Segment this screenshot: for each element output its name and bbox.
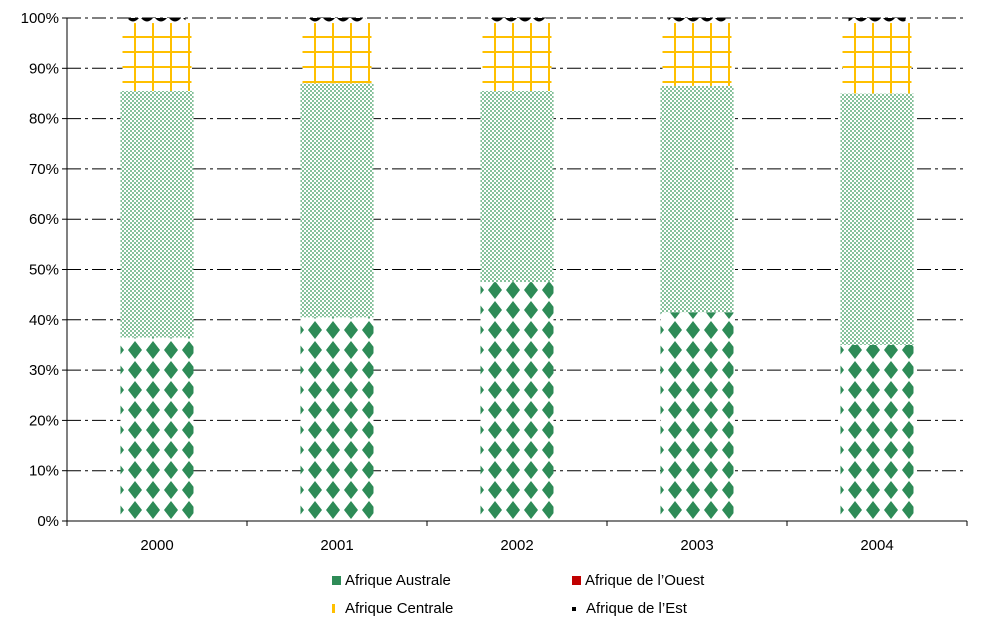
bar-segment-afrique-de-l-ouest-2001 [300, 83, 374, 318]
y-tick-label: 90% [29, 60, 59, 77]
y-tick-label: 100% [21, 10, 59, 27]
bar-segment-afrique-australe-2001 [300, 317, 374, 521]
x-tick-label: 2003 [680, 537, 713, 554]
bar-segment-afrique-australe-2000 [120, 337, 194, 521]
bar-segment-afrique-de-l-ouest-2000 [120, 90, 194, 338]
x-tick-label: 2001 [320, 537, 353, 554]
y-tick-label: 30% [29, 362, 59, 379]
y-tick-label: 0% [37, 513, 59, 530]
x-tick-label: 2002 [500, 537, 533, 554]
bar-segment-afrique-australe-2003 [660, 312, 734, 521]
bar-segment-afrique-de-l-est-2002 [488, 18, 546, 24]
bar-segment-afrique-centrale-2000 [122, 23, 192, 91]
bar-segment-afrique-de-l-ouest-2003 [660, 85, 734, 313]
x-tick-label: 2000 [140, 537, 173, 554]
bar-segment-afrique-australe-2002 [480, 282, 554, 521]
bar-segment-afrique-de-l-est-2004 [848, 18, 906, 24]
bar-segment-afrique-de-l-ouest-2004 [840, 93, 914, 345]
y-tick-label: 40% [29, 312, 59, 329]
bar-segment-afrique-de-l-ouest-2002 [480, 90, 554, 283]
bar-segment-afrique-centrale-2003 [662, 23, 732, 86]
y-tick-label: 10% [29, 463, 59, 480]
bar-segment-afrique-australe-2004 [840, 344, 914, 521]
bar-segment-afrique-de-l-est-2001 [308, 18, 366, 24]
y-tick-label: 60% [29, 211, 59, 228]
x-tick-label: 2004 [860, 537, 893, 554]
bar-segment-afrique-de-l-est-2000 [128, 18, 186, 24]
y-tick-label: 80% [29, 111, 59, 128]
y-tick-label: 70% [29, 161, 59, 178]
bar-segment-afrique-centrale-2002 [482, 23, 552, 91]
bar-segment-afrique-de-l-est-2003 [668, 18, 726, 24]
y-tick-label: 20% [29, 412, 59, 429]
bar-segment-afrique-centrale-2001 [302, 23, 372, 84]
bar-segment-afrique-centrale-2004 [842, 23, 912, 94]
y-tick-label: 50% [29, 262, 59, 279]
